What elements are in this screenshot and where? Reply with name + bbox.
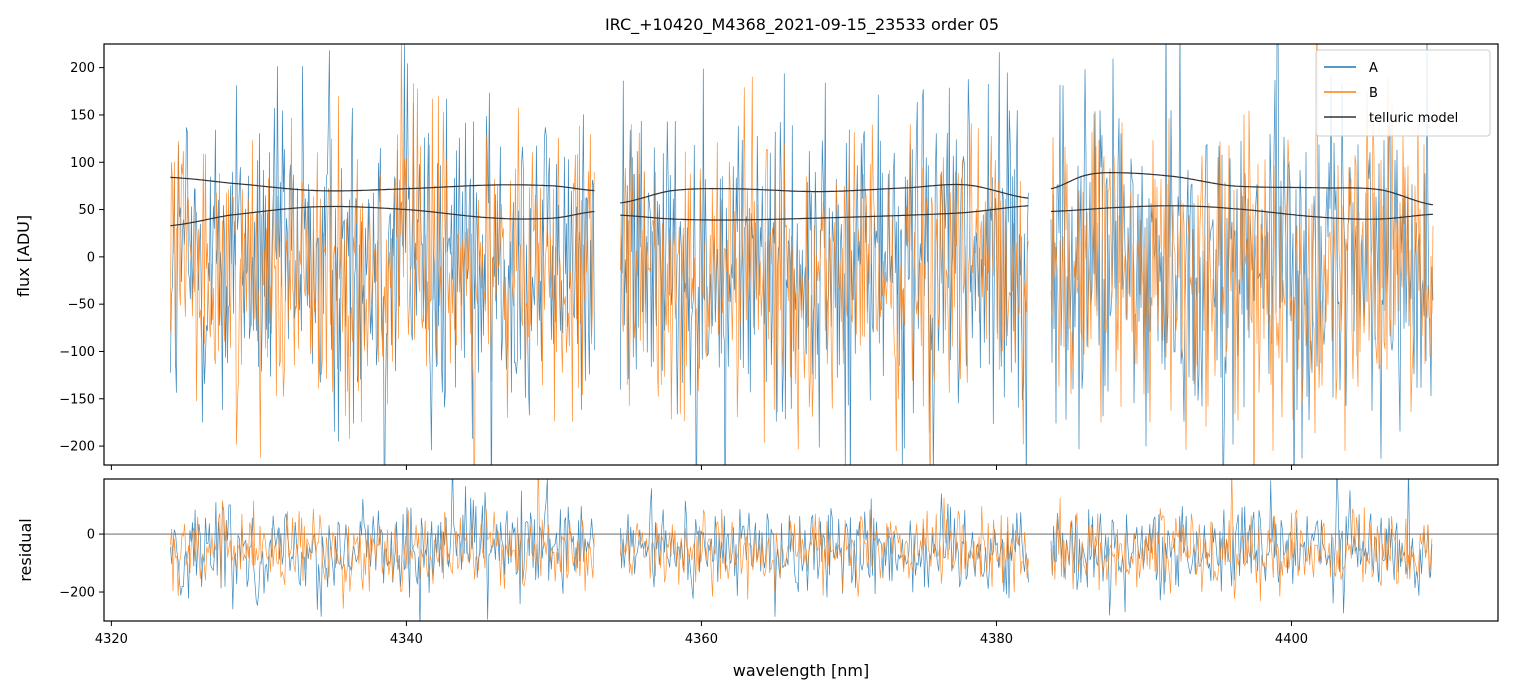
y-tick-label: −50 <box>68 298 95 313</box>
series-b-segment-2 <box>619 76 1029 465</box>
spectrum-axes-frame <box>103 43 1499 466</box>
telluric-model-curve-1 <box>170 176 595 192</box>
series-b-segment-2 <box>619 497 1029 600</box>
y-tick-label: 200 <box>70 61 95 76</box>
telluric-model-curve-5 <box>1050 172 1434 206</box>
legend-label-a: A <box>1369 61 1378 76</box>
x-tick-label: 4340 <box>390 632 423 647</box>
y-tick-label: −150 <box>59 392 95 407</box>
spectrum-x-ticks <box>110 465 1292 470</box>
series-a-segment-3 <box>1050 479 1433 616</box>
residual-y-axis-label: residual <box>16 518 35 581</box>
x-axis-label: wavelength [nm] <box>733 661 870 680</box>
telluric-model-curve-3 <box>620 183 1029 204</box>
spectrum-plot-area <box>170 44 1434 465</box>
residual-axes-frame <box>103 478 1499 622</box>
legend-box <box>1315 49 1491 137</box>
x-tick-label: 4400 <box>1275 632 1308 647</box>
x-tick-label: 4360 <box>685 632 718 647</box>
telluric-model-curve-2 <box>170 205 595 227</box>
series-b-segment-1 <box>170 44 595 465</box>
series-a-segment-2 <box>619 52 1029 465</box>
y-tick-label: 150 <box>70 108 95 123</box>
series-a-segment-3 <box>1050 44 1434 465</box>
y-tick-label: 0 <box>87 528 95 543</box>
x-tick-label: 4320 <box>95 632 128 647</box>
x-tick-label: 4380 <box>980 632 1013 647</box>
spectrum-y-ticks: −200 −150 −100 −50 0 50 100 150 200 <box>59 61 104 455</box>
residual-panel: −200 0 4320 4340 4360 4380 4400 residual wave… <box>16 478 1499 680</box>
series-a-segment-2 <box>619 488 1029 617</box>
series-b-segment-3 <box>1050 479 1433 602</box>
series-b-segment-3 <box>1050 44 1434 465</box>
spectrum-panel: −200 −150 −100 −50 0 50 100 150 200 flux [ADU] <box>14 43 1499 470</box>
series-b-segment-1 <box>170 479 595 609</box>
y-tick-label: −200 <box>59 440 95 455</box>
y-tick-label: −200 <box>59 586 95 601</box>
y-tick-label: 50 <box>78 203 95 218</box>
residual-x-ticks: 4320 4340 4360 4380 4400 <box>95 621 1308 647</box>
legend-label-b: B <box>1369 86 1378 101</box>
residual-y-ticks: −200 0 <box>59 528 104 601</box>
y-tick-label: 0 <box>87 250 95 265</box>
chart-title: IRC_+10420_M4368_2021-09-15_23533 order … <box>605 15 999 35</box>
legend-label-telluric-model: telluric model <box>1369 111 1458 126</box>
spectrum-y-axis-label: flux [ADU] <box>14 215 33 297</box>
residual-plot-area <box>104 479 1498 621</box>
y-tick-label: −100 <box>59 345 95 360</box>
telluric-model-curve-6 <box>1050 205 1434 220</box>
y-tick-label: 100 <box>70 156 95 171</box>
telluric-model-curve-4 <box>620 205 1029 221</box>
